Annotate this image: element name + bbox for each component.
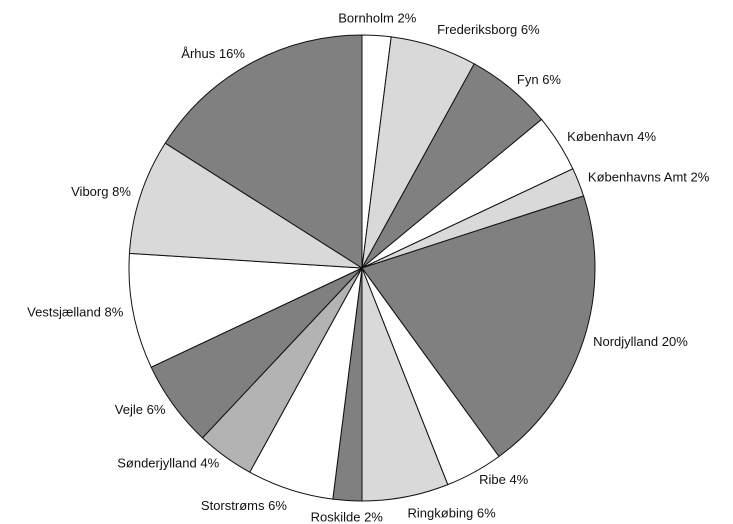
slice-label: Fyn 6%	[517, 72, 562, 87]
slice-value: 6%	[477, 506, 496, 521]
slice-label: Bornholm 2%	[338, 11, 416, 26]
slice-value: 8%	[105, 305, 124, 320]
slice-value: 6%	[268, 499, 287, 514]
slice-value: 16%	[219, 46, 245, 61]
slice-name: Sønderjylland	[117, 456, 197, 471]
slice-label: Nordjylland 20%	[593, 335, 688, 350]
slice-label: Storstrøms 6%	[201, 499, 287, 514]
slice-value: 2%	[397, 11, 416, 26]
slice-name: Vestsjælland	[27, 305, 101, 320]
slice-label: Århus 16%	[181, 46, 245, 61]
slice-label: København 4%	[567, 129, 656, 144]
slice-name: Viborg	[71, 184, 108, 199]
slice-value: 6%	[147, 402, 166, 417]
slice-value: 2%	[364, 510, 383, 524]
slice-value: 4%	[200, 456, 219, 471]
slice-label: Ribe 4%	[479, 472, 529, 487]
slice-name: Københavns Amt	[588, 170, 687, 185]
pie-slice	[361, 195, 596, 458]
slice-value: 20%	[662, 335, 688, 350]
slice-label: Viborg 8%	[71, 184, 131, 199]
slice-name: Århus	[181, 46, 215, 61]
slice-label: Ringkøbing 6%	[408, 506, 497, 521]
slice-label: Vejle 6%	[115, 402, 166, 417]
slice-value: 2%	[691, 170, 710, 185]
slice-value: 4%	[637, 129, 656, 144]
slice-name: Storstrøms	[201, 499, 265, 514]
slice-name: Fyn	[517, 72, 539, 87]
slice-label: Vestsjælland 8%	[27, 305, 124, 320]
slice-label: Frederiksborg 6%	[437, 22, 540, 37]
slice-name: Ringkøbing	[408, 506, 474, 521]
pie-slice	[128, 142, 363, 269]
slice-value: 6%	[542, 72, 561, 87]
slice-name: Frederiksborg	[437, 22, 517, 37]
slice-name: Roskilde	[311, 510, 361, 524]
slice-label: Københavns Amt 2%	[588, 170, 710, 185]
slice-name: Nordjylland	[593, 335, 658, 350]
slice-value: 8%	[112, 184, 131, 199]
pie-slice	[128, 252, 363, 368]
slice-name: Ribe	[479, 472, 506, 487]
slice-name: Vejle	[115, 402, 143, 417]
slice-name: København	[567, 129, 634, 144]
slice-value: 6%	[521, 22, 540, 37]
slice-name: Bornholm	[338, 11, 394, 26]
slice-label: Roskilde 2%	[311, 510, 384, 524]
slice-value: 4%	[509, 472, 528, 487]
slice-label: Sønderjylland 4%	[117, 456, 219, 471]
pie-slice	[164, 34, 363, 269]
